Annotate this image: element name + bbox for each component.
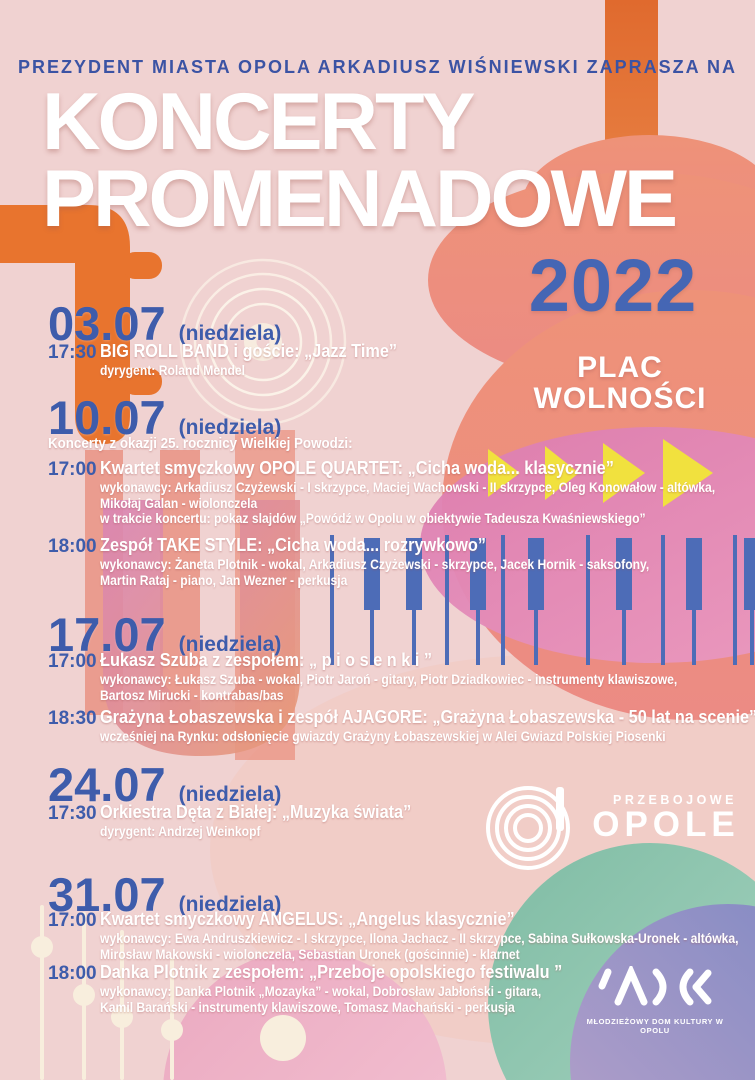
mdk-logo-icon xyxy=(598,963,712,1006)
concert-detail: w trakcie koncertu: pokaz slajdów „Powód… xyxy=(100,511,646,527)
concert-detail: Martin Rataj - piano, Jan Wezner - perku… xyxy=(100,572,348,588)
concert-time: 18:00 xyxy=(48,536,97,557)
triangle-arrows-icon xyxy=(488,439,713,507)
weekday: (niedziela) xyxy=(178,416,282,439)
weekday: (niedziela) xyxy=(178,633,282,656)
concert-block: 18:00 Zespół TAKE STYLE: „Cicha woda... … xyxy=(48,535,724,588)
poster-title-line1: KONCERTY xyxy=(42,77,476,167)
vinyl-circles-icon xyxy=(179,258,347,426)
concert-block: 18:00 Danka Plotnik z zespołem: „Przeboj… xyxy=(48,962,625,1015)
weekday: (niedziela) xyxy=(178,783,282,806)
concert-detail: wykonawcy: Żaneta Plotnik - wokal, Arkad… xyxy=(100,557,650,572)
mdk-caption: MŁODZIEŻOWY DOM KULTURY W OPOLU xyxy=(586,1017,724,1035)
fader-sliders-icon xyxy=(31,905,306,1080)
concert-time: 17:00 xyxy=(48,910,97,931)
date: 03.07 xyxy=(48,297,166,350)
concert-detail: wykonawcy: Ewa Andruszkiewicz - I skrzyp… xyxy=(100,931,739,946)
venue-line1: PLAC xyxy=(577,351,663,384)
concert-block: 17:30 Orkiestra Dęta z Białej: „Muzyka ś… xyxy=(48,802,454,840)
concert-time: 17:00 xyxy=(48,651,97,672)
concert-block: 17:30 BIG ROLL BAND i goście: „Jazz Time… xyxy=(48,341,438,379)
concert-detail: Mikołaj Galan - wiolonczela xyxy=(100,495,258,511)
concert-title: Orkiestra Dęta z Białej: „Muzyka świata” xyxy=(100,801,412,822)
concert-time: 18:30 xyxy=(48,708,97,729)
concert-title: Kwartet smyczkowy ANGELUS: „Angelus klas… xyxy=(100,908,515,929)
concert-block: 17:00 Kwartet smyczkowy OPOLE QUARTET: „… xyxy=(48,458,755,527)
concert-detail: wykonawcy: Danka Plotnik „Mozayka” - wok… xyxy=(100,984,542,999)
date: 10.07 xyxy=(48,391,166,444)
weekday: (niedziela) xyxy=(178,322,282,345)
concert-detail: dyrygent: Andrzej Weinkopf xyxy=(100,824,261,839)
concert-title: Danka Plotnik z zespołem: „Przeboje opol… xyxy=(100,961,563,982)
date: 24.07 xyxy=(48,758,166,811)
concert-time: 17:30 xyxy=(48,803,97,824)
invite-line: PREZYDENT MIASTA OPOLA ARKADIUSZ WIŚNIEW… xyxy=(18,57,737,77)
concert-detail: Bartosz Mirucki - kontrabas/bas xyxy=(100,687,284,703)
concert-detail: dyrygent: Roland Mendel xyxy=(100,363,246,378)
przebojowe-opole-logo-icon xyxy=(486,786,570,870)
date: 17.07 xyxy=(48,608,166,661)
poster-title: KONCERTY PROMENADOWE xyxy=(42,77,678,244)
poster-year: 2022 xyxy=(528,244,698,327)
mdk-logo: MŁODZIEŻOWY DOM KULTURY W OPOLU xyxy=(572,963,738,1035)
przebojowe-label: PRZEBOJOWE xyxy=(613,793,737,807)
date-row-0307: 03.07 (niedziela) xyxy=(48,296,281,351)
concert-title: Łukasz Szuba z zespołem: „ p i o s e n k… xyxy=(100,649,433,670)
concert-time: 18:00 xyxy=(48,963,97,984)
flood-anniversary-note: Koncerty z okazji 25. rocznicy Wielkiej … xyxy=(48,436,353,452)
date-row-1007: 10.07 (niedziela) xyxy=(48,390,281,445)
concert-detail: Kamil Barański - instrumenty klawiszowe,… xyxy=(100,999,515,1015)
concert-title: Grażyna Łobaszewska i zespół AJAGORE: „G… xyxy=(100,706,755,727)
pink-bottom-circle xyxy=(163,950,447,1080)
venue-line2: WOLNOŚCI xyxy=(533,382,707,415)
date: 31.07 xyxy=(48,868,166,921)
concert-time: 17:00 xyxy=(48,459,97,480)
concert-title: Zespół TAKE STYLE: „Cicha woda... rozryw… xyxy=(100,534,486,555)
date-row-1707: 17.07 (niedziela) xyxy=(48,607,281,662)
przebojowe-opole-logo: PRZEBOJOWE OPOLE xyxy=(482,783,742,875)
concert-title: BIG ROLL BAND i goście: „Jazz Time” xyxy=(100,340,398,361)
concert-detail: wcześniej na Rynku: odsłonięcie gwiazdy … xyxy=(100,729,666,744)
concert-detail: Mirosław Makowski - wiolonczela, Sebasti… xyxy=(100,946,520,962)
trumpet-icon xyxy=(0,205,162,444)
concert-block: 18:30 Grażyna Łobaszewska i zespół AJAGO… xyxy=(48,707,755,745)
date-row-2407: 24.07 (niedziela) xyxy=(48,757,281,812)
concert-block: 17:00 Łukasz Szuba z zespołem: „ p i o s… xyxy=(48,650,755,703)
concert-detail: wykonawcy: Arkadiusz Czyżewski - I skrzy… xyxy=(100,480,716,495)
concert-block: 17:00 Kwartet smyczkowy ANGELUS: „Angelu… xyxy=(48,909,755,962)
concert-title: Kwartet smyczkowy OPOLE QUARTET: „Cicha … xyxy=(100,457,614,478)
poster-title-line2: PROMENADOWE xyxy=(42,154,678,244)
concert-detail: wykonawcy: Łukasz Szuba - wokal, Piotr J… xyxy=(100,672,678,687)
opole-label: OPOLE xyxy=(592,805,740,844)
date-row-3107: 31.07 (niedziela) xyxy=(48,867,281,922)
piano-keys-icon xyxy=(330,535,755,665)
letter-u-shape xyxy=(103,500,300,756)
weekday: (niedziela) xyxy=(178,893,282,916)
concert-time: 17:30 xyxy=(48,342,97,363)
venue: PLAC WOLNOŚCI xyxy=(515,352,725,414)
